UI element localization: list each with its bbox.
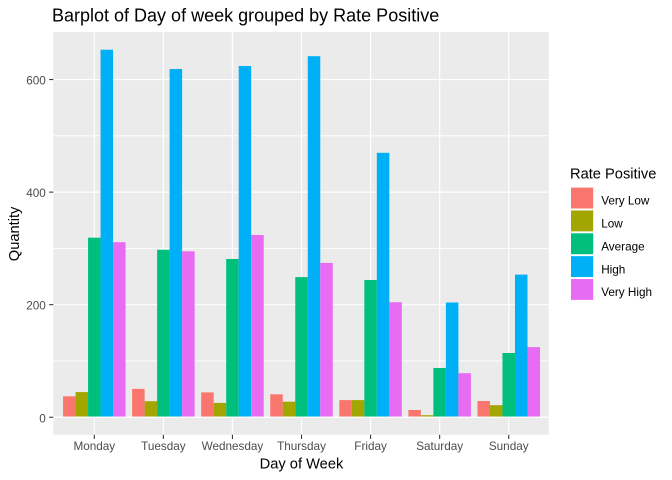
svg-text:Friday: Friday <box>354 440 387 453</box>
svg-text:400: 400 <box>26 187 46 200</box>
svg-text:Very Low: Very Low <box>601 195 650 208</box>
svg-text:Thursday: Thursday <box>277 440 326 453</box>
svg-text:Very High: Very High <box>601 286 652 299</box>
svg-text:Day of Week: Day of Week <box>260 457 344 473</box>
svg-text:Low: Low <box>601 218 623 231</box>
svg-text:Monday: Monday <box>73 440 115 453</box>
svg-text:600: 600 <box>26 75 46 88</box>
svg-text:High: High <box>601 263 625 276</box>
svg-text:Quantity: Quantity <box>7 206 23 261</box>
svg-text:Tuesday: Tuesday <box>141 440 186 453</box>
svg-text:Barplot of Day of week grouped: Barplot of Day of week grouped by Rate P… <box>52 5 439 25</box>
svg-text:Saturday: Saturday <box>416 440 463 453</box>
svg-text:Average: Average <box>601 240 644 253</box>
svg-text:0: 0 <box>39 412 46 425</box>
svg-text:Sunday: Sunday <box>489 440 529 453</box>
svg-text:200: 200 <box>26 300 46 313</box>
svg-text:Wednesday: Wednesday <box>202 440 264 453</box>
svg-text:Rate Positive: Rate Positive <box>570 167 656 183</box>
